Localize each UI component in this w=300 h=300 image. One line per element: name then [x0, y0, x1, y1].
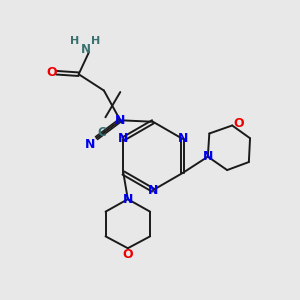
Text: N: N	[148, 184, 158, 196]
Text: N: N	[85, 138, 95, 151]
Text: N: N	[118, 132, 129, 146]
Text: N: N	[177, 132, 188, 146]
Text: H: H	[91, 36, 100, 46]
Text: N: N	[115, 114, 125, 127]
Text: O: O	[46, 66, 57, 79]
Text: C: C	[98, 126, 106, 139]
Text: O: O	[233, 118, 244, 130]
Text: N: N	[80, 43, 91, 56]
Text: O: O	[122, 248, 133, 261]
Text: N: N	[202, 150, 213, 163]
Text: N: N	[123, 193, 133, 206]
Text: H: H	[70, 36, 80, 46]
